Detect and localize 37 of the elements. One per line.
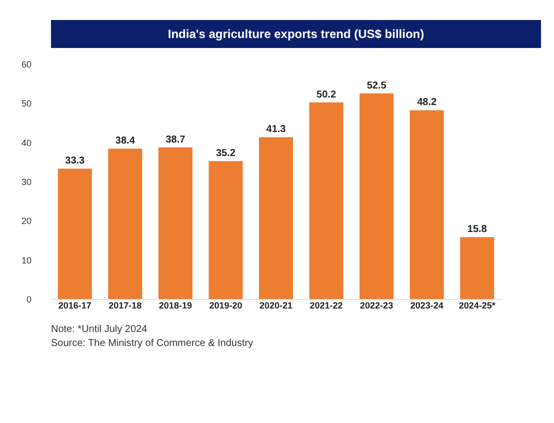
- y-tick-label: 30: [21, 177, 32, 187]
- data-label: 41.3: [266, 124, 286, 136]
- x-tick-label: 2024-25*: [458, 300, 496, 310]
- data-label: 15.8: [467, 224, 488, 236]
- data-label: 38.4: [115, 136, 136, 147]
- x-tick-label: 2019-20: [209, 300, 242, 310]
- bar: [58, 168, 92, 299]
- x-tick-label: 2018-19: [158, 300, 192, 310]
- x-tick-label: 2022-23: [360, 300, 394, 310]
- bar: [259, 137, 293, 299]
- y-tick-label: 20: [21, 216, 32, 226]
- chart-title: India's agriculture exports trend (US$ billion): [168, 27, 424, 41]
- bar: [360, 93, 394, 299]
- data-label: 33.3: [65, 156, 86, 167]
- bar: [460, 237, 494, 299]
- x-tick-label: 2020-21: [259, 300, 293, 310]
- bar: [208, 161, 243, 299]
- source-note: Source: The Ministry of Commerce & Industry: [51, 338, 254, 349]
- data-label: 50.2: [316, 89, 336, 100]
- bar: [410, 110, 444, 299]
- bar: [158, 147, 192, 299]
- data-label: 48.2: [417, 97, 438, 108]
- x-tick-label: 2023-24: [410, 300, 444, 310]
- text: Note: *Until July 2024: [51, 324, 148, 335]
- bar: [309, 102, 344, 299]
- data-label: 38.7: [166, 134, 186, 146]
- y-tick-label: 10: [21, 255, 32, 266]
- x-tick-label: 2016-17: [58, 300, 92, 310]
- x-tick-label: 2021-22: [310, 300, 343, 310]
- y-tick-label: 0: [26, 294, 32, 304]
- y-tick-label: 40: [21, 138, 32, 148]
- y-tick-label: 60: [21, 60, 32, 70]
- data-label: 52.5: [366, 80, 387, 92]
- y-tick-label: 50: [21, 98, 32, 109]
- data-label: 35.2: [216, 148, 236, 160]
- bar: [108, 148, 142, 299]
- x-tick-label: 2017-18: [108, 300, 142, 310]
